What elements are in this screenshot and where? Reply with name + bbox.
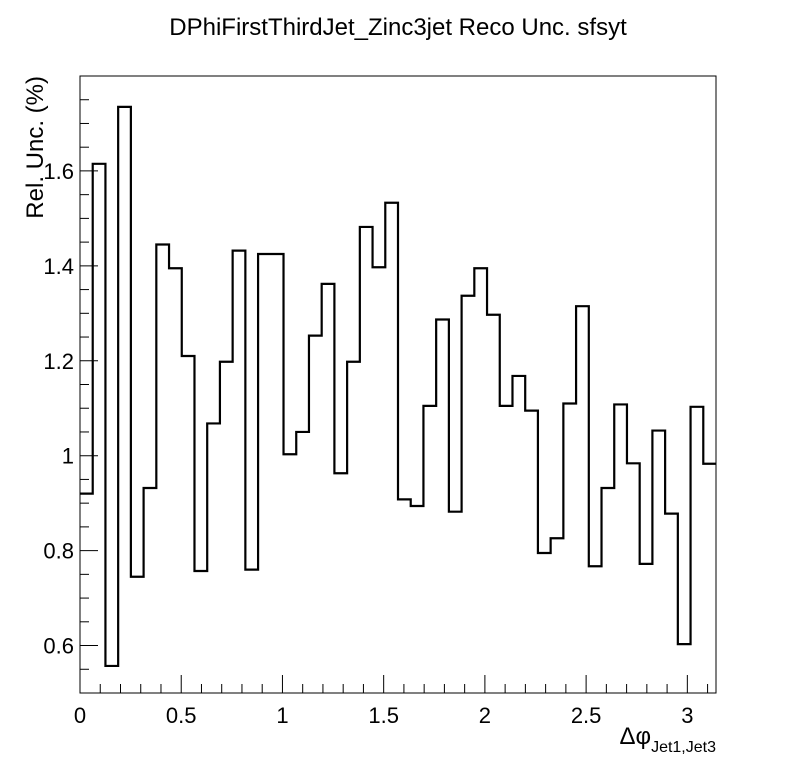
- y-tick-label: 0.8: [43, 539, 74, 564]
- tick-labels: 0 0.5 1 1.5 2 2.5 3 0.6 0.8 1 1.2 1.4 1.6: [43, 159, 693, 728]
- x-axis-title: ΔφJet1,Jet3: [619, 723, 716, 756]
- x-tick-label: 2.5: [571, 703, 602, 728]
- axis-ticks: [79, 99, 709, 693]
- x-tick-label: 1.5: [368, 703, 399, 728]
- x-axis-title-sub: Jet1,Jet3: [651, 739, 716, 756]
- x-tick-label: 0.5: [166, 703, 197, 728]
- y-axis-title: Rel. Unc. (%): [22, 76, 49, 219]
- y-tick-label: 1: [62, 444, 74, 469]
- y-tick-label: 0.6: [43, 634, 74, 659]
- chart-title: DPhiFirstThirdJet_Zinc3jet Reco Unc. sfs…: [169, 14, 627, 41]
- y-tick-label: 1.2: [43, 349, 74, 374]
- x-tick-label: 3: [681, 703, 693, 728]
- x-axis-title-main: Δφ: [619, 723, 651, 750]
- x-tick-label: 0: [74, 703, 86, 728]
- y-tick-label: 1.4: [43, 254, 74, 279]
- histogram-line: [80, 105, 716, 668]
- y-tick-label: 1.6: [43, 159, 74, 184]
- x-tick-label: 1: [276, 703, 288, 728]
- x-tick-label: 2: [479, 703, 491, 728]
